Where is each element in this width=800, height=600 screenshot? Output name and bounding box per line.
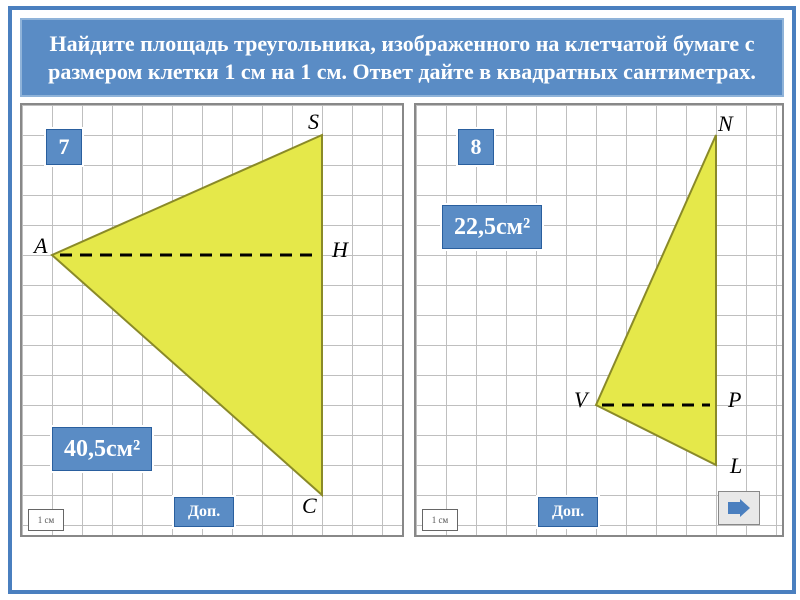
badge-dop-right[interactable]: Доп. [536, 495, 600, 529]
badge-answer-left: 40,5см² [50, 425, 154, 473]
vertex-P: P [728, 387, 741, 413]
panel-right: N V P L 8 22,5см² Доп. 1 см [414, 103, 784, 537]
triangle-right [596, 135, 716, 465]
vertex-V: V [574, 387, 587, 413]
vertex-A: A [34, 233, 47, 259]
panel-left: A S H C 7 40,5см² Доп. 1 см [20, 103, 404, 537]
slide-frame: Найдите площадь треугольника, изображенн… [8, 6, 796, 594]
scale-right: 1 см [422, 509, 458, 531]
badge-answer-right: 22,5см² [440, 203, 544, 251]
vertex-C: C [302, 493, 317, 519]
badge-dop-left[interactable]: Доп. [172, 495, 236, 529]
vertex-S: S [308, 109, 319, 135]
arrow-right-icon [728, 499, 750, 517]
next-button[interactable] [718, 491, 760, 525]
vertex-H: H [332, 237, 348, 263]
vertex-N: N [718, 111, 733, 137]
panels-row: A S H C 7 40,5см² Доп. 1 см N V P L 8 22… [20, 103, 784, 537]
vertex-L: L [730, 453, 742, 479]
problem-title: Найдите площадь треугольника, изображенн… [20, 18, 784, 97]
badge-number-7: 7 [44, 127, 84, 167]
triangle-right-svg [416, 105, 782, 535]
scale-left: 1 см [28, 509, 64, 531]
badge-number-8: 8 [456, 127, 496, 167]
